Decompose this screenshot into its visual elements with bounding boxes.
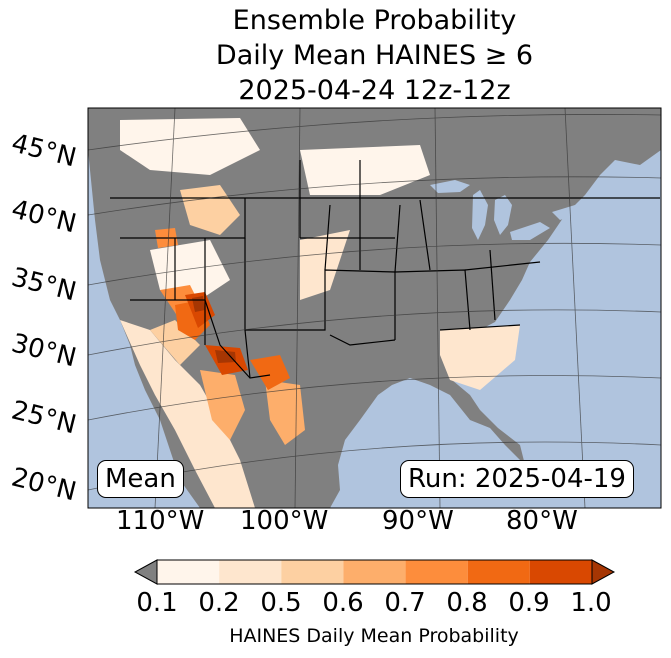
colorbar-swatch-5 (467, 560, 530, 584)
lon-label-100: 100°W (240, 506, 329, 536)
colorbar-swatch-6 (529, 560, 592, 584)
colorbar-swatches (133, 559, 616, 585)
colorbar-tick-0.2: 0.2 (198, 588, 240, 618)
colorbar-tick-0.6: 0.6 (322, 588, 364, 618)
colorbar-swatch-1 (219, 560, 282, 584)
colorbar-swatch-0 (157, 560, 220, 584)
colorbar-under-arrow (133, 559, 158, 585)
colorbar-tick-0.1: 0.1 (136, 588, 178, 618)
great-lakes (430, 180, 582, 240)
colorbar-swatch-2 (281, 560, 344, 584)
stat-box: Mean (97, 460, 184, 498)
lon-label-80: 80°W (506, 506, 578, 536)
colorbar-swatch-3 (343, 560, 406, 584)
run-date-box: Run: 2025-04-19 (400, 460, 634, 498)
title-line-3: 2025-04-24 12z-12z (238, 75, 511, 106)
colorbar-tick-1.0: 1.0 (570, 588, 612, 618)
colorbar-over-arrow (591, 559, 616, 585)
title-line-2: Daily Mean HAINES ≥ 6 (215, 40, 534, 71)
colorbar-tick-0.8: 0.8 (446, 588, 488, 618)
colorbar-label: HAINES Daily Mean Probability (229, 625, 519, 647)
state-borders (110, 160, 660, 379)
lon-label-110: 110°W (116, 506, 205, 536)
title-line-1: Ensemble Probability (232, 5, 517, 36)
colorbar-tick-0.7: 0.7 (384, 588, 426, 618)
colorbar-tick-0.9: 0.9 (508, 588, 550, 618)
lon-label-90: 90°W (382, 506, 454, 536)
colorbar-tick-0.5: 0.5 (260, 588, 302, 618)
probability-shading (120, 118, 520, 508)
colorbar-swatch-4 (405, 560, 468, 584)
colorbar-frame (156, 559, 593, 585)
